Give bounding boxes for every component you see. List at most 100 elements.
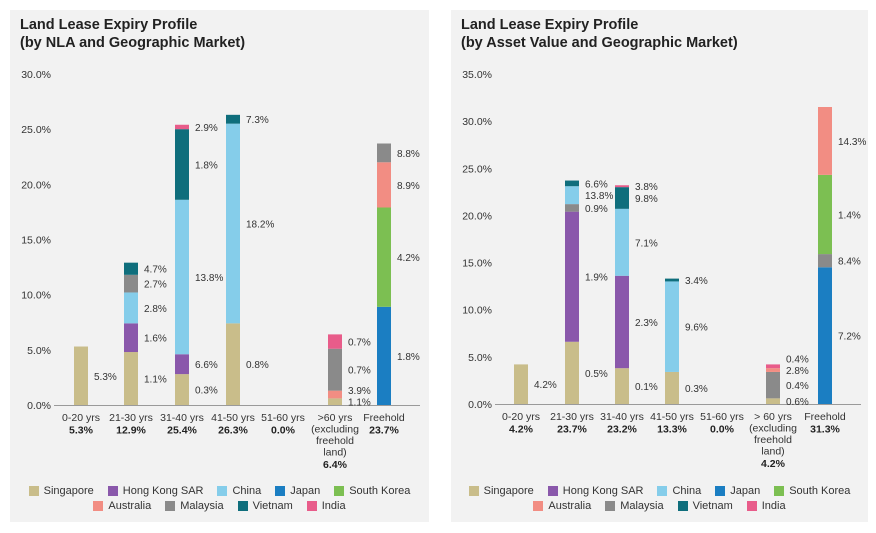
- legend-row-1: Singapore Hong Kong SAR China Japan Sout…: [451, 483, 868, 498]
- data-label: 2.3%: [635, 318, 658, 329]
- chart-title: Land Lease Expiry Profile (by Asset Valu…: [461, 16, 738, 52]
- data-label: 7.2%: [838, 332, 861, 343]
- legend-label: India: [761, 499, 786, 512]
- data-label: 8.9%: [397, 181, 420, 192]
- bar-segment: [818, 254, 832, 268]
- legend-row-2: Australia Malaysia Vietnam India: [451, 498, 868, 513]
- data-label: 0.8%: [246, 360, 269, 371]
- bar-segment: [175, 374, 189, 405]
- x-tick-label: > 60 yrs: [754, 411, 792, 423]
- data-label: 0.4%: [786, 355, 809, 366]
- chart-title-line2: (by NLA and Geographic Market): [20, 35, 246, 51]
- x-tick-label: 0-20 yrs: [502, 411, 540, 423]
- legend-swatch: [334, 485, 345, 496]
- bar-segment: [226, 123, 240, 324]
- y-tick-label: 0.0%: [27, 400, 51, 412]
- data-label: 2.8%: [144, 304, 167, 315]
- legend: Singapore Hong Kong SAR China Japan Sout…: [451, 483, 868, 513]
- legend-item: Hong Kong SAR: [107, 485, 203, 497]
- data-label: 0.1%: [635, 382, 658, 393]
- data-label: 0.3%: [195, 386, 218, 397]
- x-tick-label: 21-30 yrs: [550, 411, 594, 423]
- bar-segment: [615, 275, 629, 369]
- legend-item: Vietnam: [237, 500, 293, 512]
- data-label: 0.6%: [786, 397, 809, 408]
- legend-label: Australia: [548, 499, 592, 512]
- data-label: 18.2%: [246, 220, 274, 231]
- legend-item: China: [217, 485, 261, 497]
- y-tick-label: 25.0%: [462, 163, 492, 175]
- data-label: 1.6%: [144, 334, 167, 345]
- y-tick-label: 20.0%: [21, 179, 51, 191]
- legend-swatch: [657, 485, 668, 496]
- bar-segment: [175, 124, 189, 130]
- y-tick-label: 30.0%: [462, 116, 492, 128]
- x-tick-label: (excluding: [749, 423, 797, 435]
- bar-segment: [514, 364, 528, 404]
- legend-swatch: [746, 500, 757, 511]
- bar-segment: [565, 211, 579, 342]
- legend-swatch: [468, 485, 479, 496]
- legend-row-1: Singapore Hong Kong SAR China Japan Sout…: [10, 483, 429, 498]
- bar-segment: [377, 306, 391, 405]
- legend-swatch: [217, 485, 228, 496]
- data-label: 1.1%: [348, 398, 371, 409]
- bar-segment: [766, 368, 780, 372]
- x-tick-label: land): [761, 446, 784, 458]
- bar-segment: [175, 129, 189, 200]
- legend-label: Japan: [730, 484, 761, 497]
- bar-segment: [175, 199, 189, 355]
- chart-title-line2: (by Asset Value and Geographic Market): [461, 35, 738, 51]
- bar-segment: [818, 107, 832, 175]
- x-tick-label: land): [323, 447, 346, 459]
- data-label: 9.8%: [635, 194, 658, 205]
- legend-item: Japan: [275, 485, 320, 497]
- bar-segment: [766, 371, 780, 399]
- bar-segment: [565, 204, 579, 212]
- y-tick-label: 15.0%: [462, 258, 492, 270]
- x-tick-label: 51-60 yrs: [261, 412, 305, 424]
- legend-item: China: [657, 485, 701, 497]
- legend-swatch: [605, 500, 616, 511]
- legend-swatch: [28, 485, 39, 496]
- legend-label: Malaysia: [180, 499, 224, 512]
- legend-label: Japan: [290, 484, 321, 497]
- legend: Singapore Hong Kong SAR China Japan Sout…: [10, 483, 429, 513]
- category-total-label: 13.3%: [657, 424, 687, 436]
- legend-item: Australia: [533, 500, 591, 512]
- x-tick-label: 31-40 yrs: [600, 411, 644, 423]
- bar-segment: [665, 371, 679, 404]
- legend-label: Singapore: [43, 484, 94, 497]
- bar-segment: [377, 143, 391, 163]
- y-tick-label: 0.0%: [468, 399, 492, 411]
- legend-label: Australia: [108, 499, 152, 512]
- data-label: 1.8%: [195, 160, 218, 171]
- legend-label: South Korea: [349, 484, 411, 497]
- legend-label: Malaysia: [620, 499, 664, 512]
- bar-segment: [818, 267, 832, 404]
- x-tick-label: Freehold: [363, 412, 405, 424]
- bar-segment: [565, 341, 579, 404]
- legend-swatch: [677, 500, 688, 511]
- category-total-label: 25.4%: [167, 425, 197, 437]
- bar-segment: [124, 323, 138, 353]
- data-label: 8.4%: [838, 257, 861, 268]
- data-label: 14.3%: [838, 137, 866, 148]
- category-total-label: 0.0%: [271, 425, 296, 437]
- y-tick-label: 15.0%: [21, 235, 51, 247]
- data-label: 1.8%: [397, 352, 420, 363]
- bar-segment: [818, 174, 832, 255]
- category-total-label: 12.9%: [116, 425, 146, 437]
- legend-label: South Korea: [789, 484, 851, 497]
- legend-item: South Korea: [774, 485, 850, 497]
- bar-segment: [226, 114, 240, 124]
- legend-swatch: [306, 500, 317, 511]
- category-total-label: 0.0%: [710, 424, 735, 436]
- data-label: 0.9%: [585, 204, 608, 215]
- x-tick-label: freehold: [316, 435, 354, 447]
- x-tick-label: 21-30 yrs: [109, 412, 153, 424]
- y-tick-label: 35.0%: [462, 69, 492, 81]
- data-label: 3.9%: [348, 386, 371, 397]
- x-tick-label: Freehold: [804, 411, 846, 423]
- legend-item: India: [306, 500, 346, 512]
